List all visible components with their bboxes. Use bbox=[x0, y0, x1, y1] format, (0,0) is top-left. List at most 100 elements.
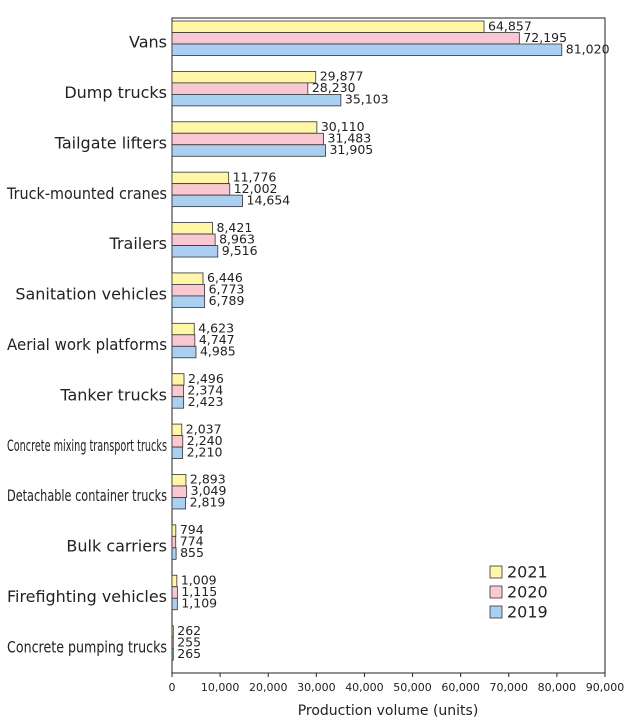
value-label: 30,110 bbox=[321, 119, 365, 134]
y-tick-label: Concrete pumping trucks bbox=[7, 637, 167, 656]
value-label: 31,483 bbox=[327, 131, 371, 146]
value-label: 2,240 bbox=[187, 433, 223, 448]
bar bbox=[171, 20, 485, 33]
x-tick-label: 30,000 bbox=[297, 681, 336, 694]
y-tick-label: Tanker trucks bbox=[59, 385, 167, 404]
value-label: 6,446 bbox=[207, 270, 243, 285]
bar bbox=[171, 485, 188, 498]
bar bbox=[171, 70, 317, 84]
y-tick-label: Trailers bbox=[109, 234, 167, 253]
bar bbox=[171, 535, 177, 549]
bar bbox=[171, 524, 177, 537]
value-label: 2,893 bbox=[190, 472, 226, 487]
y-tick-label: Detachable container trucks bbox=[7, 486, 167, 505]
x-tick-label: 50,000 bbox=[393, 681, 432, 694]
bar bbox=[171, 435, 184, 448]
value-label: 2,496 bbox=[188, 371, 224, 386]
value-label: 6,773 bbox=[209, 282, 245, 297]
bar bbox=[171, 284, 205, 297]
value-label: 12,002 bbox=[234, 181, 278, 196]
bar bbox=[171, 474, 187, 487]
value-label: 14,654 bbox=[247, 192, 291, 207]
value-label: 9,516 bbox=[222, 243, 258, 258]
bar bbox=[171, 93, 342, 107]
y-tick-label: Firefighting vehicles bbox=[7, 587, 167, 606]
value-label: 8,421 bbox=[217, 220, 253, 235]
y-tick-label: Dump trucks bbox=[64, 83, 167, 102]
bar bbox=[171, 121, 318, 134]
bar bbox=[171, 295, 206, 308]
value-label: 2,037 bbox=[186, 421, 222, 436]
value-label: 2,423 bbox=[188, 394, 224, 409]
bar bbox=[171, 597, 178, 611]
bar bbox=[171, 497, 186, 510]
y-tick-label: Tailgate lifters bbox=[54, 133, 167, 152]
y-tick-label: Truck-mounted cranes bbox=[6, 184, 167, 203]
y-tick-label: Concrete mixing transport trucks bbox=[7, 436, 167, 455]
y-tick-label: Bulk carriers bbox=[66, 537, 167, 556]
bar bbox=[171, 574, 178, 588]
bar bbox=[171, 233, 216, 246]
legend-swatch bbox=[489, 585, 503, 599]
value-label: 1,009 bbox=[181, 572, 217, 587]
bar bbox=[171, 245, 219, 258]
value-label: 28,230 bbox=[312, 80, 356, 95]
value-label: 255 bbox=[177, 634, 201, 649]
bar bbox=[171, 446, 184, 459]
value-label: 31,905 bbox=[329, 142, 373, 157]
value-label: 2,210 bbox=[187, 444, 223, 459]
x-tick-label: 90,000 bbox=[586, 681, 625, 694]
x-tick-label: 60,000 bbox=[441, 681, 480, 694]
bar bbox=[171, 144, 326, 157]
value-label: 8,963 bbox=[219, 231, 255, 246]
legend-label: 2021 bbox=[507, 563, 548, 582]
value-label: 4,623 bbox=[198, 321, 234, 336]
value-label: 1,109 bbox=[181, 595, 217, 610]
bar bbox=[171, 373, 185, 386]
value-label: 4,747 bbox=[199, 332, 235, 347]
value-label: 855 bbox=[180, 545, 204, 560]
value-label: 265 bbox=[177, 646, 201, 661]
bar bbox=[171, 194, 243, 208]
x-tick-label: 20,000 bbox=[249, 681, 288, 694]
bar bbox=[171, 183, 231, 196]
bar bbox=[171, 625, 174, 638]
bar bbox=[171, 586, 178, 599]
value-label: 2,374 bbox=[187, 382, 223, 397]
value-label: 81,020 bbox=[566, 41, 610, 56]
legend-label: 2020 bbox=[507, 583, 548, 602]
legend-swatch bbox=[489, 605, 503, 619]
x-tick-label: 0 bbox=[169, 681, 176, 694]
bar bbox=[171, 648, 174, 661]
value-label: 11,776 bbox=[233, 169, 277, 184]
value-label: 262 bbox=[177, 623, 201, 638]
bar bbox=[171, 396, 185, 409]
bar bbox=[171, 171, 230, 185]
y-tick-label: Vans bbox=[129, 33, 167, 52]
x-tick-label: 40,000 bbox=[345, 681, 384, 694]
bar bbox=[171, 636, 174, 650]
bar bbox=[171, 334, 196, 347]
legend-label: 2019 bbox=[507, 603, 548, 622]
bar bbox=[171, 322, 195, 336]
value-label: 794 bbox=[180, 522, 204, 537]
bar bbox=[171, 43, 563, 56]
value-label: 2,819 bbox=[190, 495, 226, 510]
x-tick-label: 10,000 bbox=[201, 681, 240, 694]
x-tick-label: 70,000 bbox=[490, 681, 529, 694]
bar bbox=[171, 384, 184, 398]
bar bbox=[171, 547, 177, 560]
value-label: 72,195 bbox=[523, 30, 567, 45]
value-label: 774 bbox=[180, 534, 204, 549]
legend-swatch bbox=[489, 565, 503, 579]
value-label: 29,877 bbox=[320, 69, 364, 84]
x-axis-label: Production volume (units) bbox=[298, 703, 479, 719]
bar bbox=[171, 345, 197, 359]
value-label: 64,857 bbox=[488, 18, 532, 33]
value-label: 35,103 bbox=[345, 92, 389, 107]
bar bbox=[171, 132, 324, 146]
y-tick-label: Sanitation vehicles bbox=[15, 285, 167, 304]
bar bbox=[171, 272, 204, 285]
value-label: 3,049 bbox=[191, 483, 227, 498]
